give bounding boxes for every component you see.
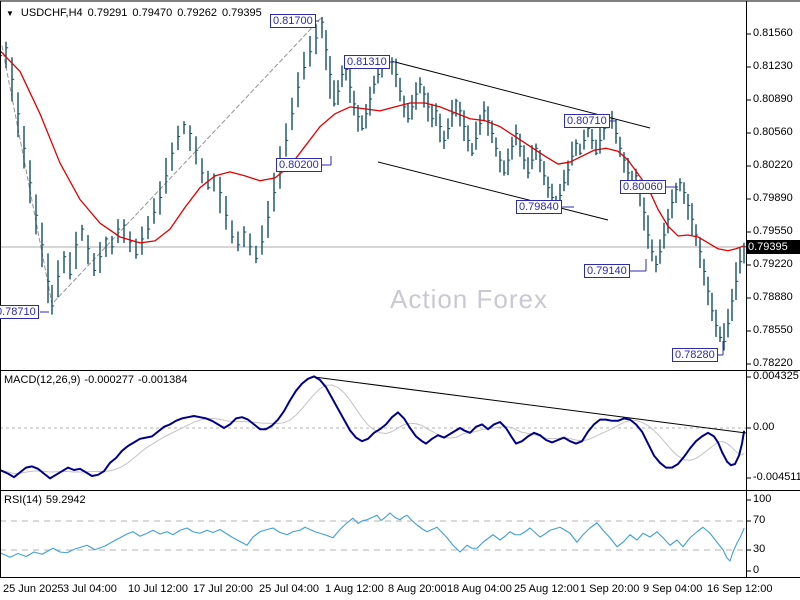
price-axis-label: 0.78220 — [753, 357, 793, 369]
time-axis-label: 18 Aug 04:00 — [447, 583, 512, 595]
ohlc-close: 0.79395 — [221, 7, 262, 19]
rsi-axis-label: 100 — [753, 493, 772, 505]
price-axis-label: 0.78880 — [753, 291, 793, 303]
price-axis-label: 0.78550 — [753, 324, 793, 336]
ohlc-open: 0.79291 — [87, 7, 128, 19]
time-axis-label: 1 Sep 20:00 — [580, 583, 640, 595]
time-axis-label: 3 Jul 04:00 — [63, 583, 117, 595]
macd-name: MACD(12,26,9) — [4, 374, 81, 386]
current-price-label: 0.79395 — [746, 240, 800, 254]
price-level-label: 0.79140 — [584, 264, 630, 278]
rsi-value: 59.2942 — [45, 494, 86, 506]
rsi-axis-label: 0 — [753, 564, 760, 576]
price-axis-label: 0.80220 — [753, 159, 793, 171]
price-axis-label: 0.79890 — [753, 192, 793, 204]
price-axis-label: 0.80560 — [753, 126, 793, 138]
price-level-label: 0.79840 — [516, 200, 562, 214]
macd-indicator-label: MACD(12,26,9) -0.000277 -0.001384 — [4, 374, 192, 386]
chart-title: ▼ USDCHF,H4 0.79291 0.79470 0.79262 0.79395 — [6, 7, 262, 19]
symbol-label: USDCHF,H4 — [20, 7, 83, 19]
symbol-dropdown-icon[interactable]: ▼ — [6, 9, 14, 18]
time-axis-label: 16 Sep 12:00 — [707, 583, 773, 595]
time-axis-label: 17 Jul 20:00 — [193, 583, 253, 595]
price-level-label: 0.81310 — [344, 55, 390, 69]
rsi-name: RSI(14) — [4, 494, 42, 506]
price-axis-label: 0.80890 — [753, 93, 793, 105]
macd-value-signal: -0.001384 — [137, 374, 188, 386]
price-level-label: 0.80200 — [276, 158, 322, 172]
rsi-axis-label: 70 — [753, 514, 766, 526]
time-axis-label: 25 Jul 04:00 — [259, 583, 319, 595]
time-axis-label: 25 Aug 12:00 — [514, 583, 579, 595]
price-axis-label: 0.79550 — [753, 225, 793, 237]
price-level-label: 0.81700 — [270, 14, 316, 28]
macd-value-main: -0.000277 — [84, 374, 134, 386]
price-level-label: 0.80060 — [620, 180, 666, 194]
ohlc-high: 0.79470 — [132, 7, 173, 19]
time-axis-label: 25 Jun 2025 — [3, 583, 64, 595]
macd-axis-label: 0.00 — [753, 421, 775, 433]
rsi-axis-label: 30 — [753, 543, 766, 555]
price-level-label: 0.78280 — [672, 348, 718, 362]
price-level-label: 0.78710 — [0, 305, 39, 319]
ohlc-low: 0.79262 — [177, 7, 217, 19]
rsi-indicator-label: RSI(14) 59.2942 — [4, 494, 90, 506]
time-axis-label: 1 Aug 12:00 — [325, 583, 384, 595]
price-axis-label: 0.79220 — [753, 258, 793, 270]
price-axis-label: 0.81560 — [753, 27, 793, 39]
action-forex-watermark: Action Forex — [390, 284, 548, 314]
time-axis-label: 9 Sep 04:00 — [643, 583, 703, 595]
price-level-label: 0.80710 — [564, 114, 610, 128]
time-axis-label: 10 Jul 12:00 — [128, 583, 188, 595]
macd-axis-label: 0.004325 — [753, 370, 799, 382]
price-axis-label: 0.81230 — [753, 60, 793, 72]
macd-axis-label: -0.004511 — [753, 471, 800, 483]
time-axis-label: 8 Aug 20:00 — [388, 583, 447, 595]
